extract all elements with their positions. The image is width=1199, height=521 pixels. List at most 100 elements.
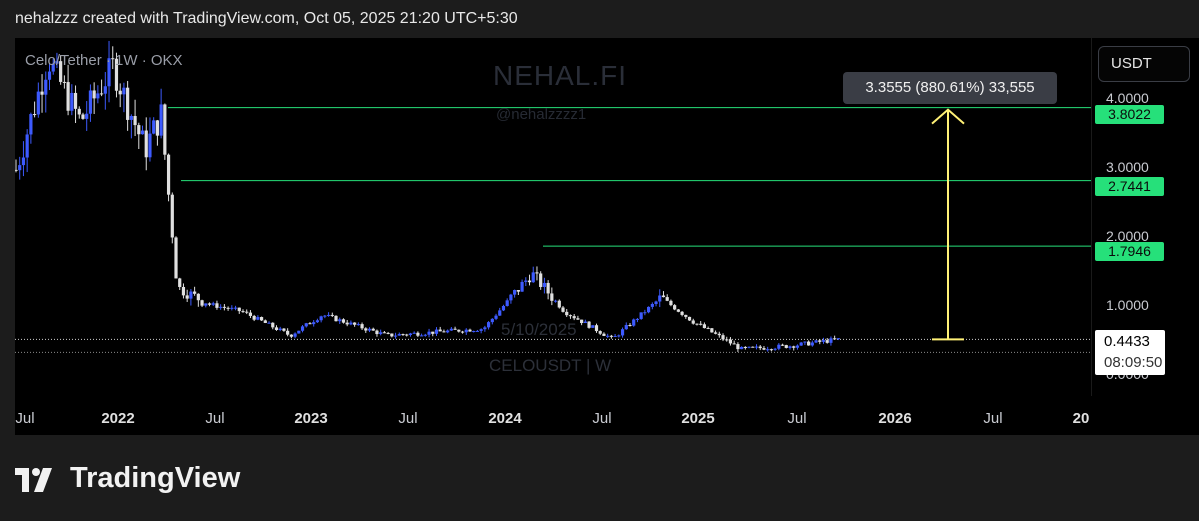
candle-body (594, 325, 599, 332)
candle-body (360, 324, 364, 329)
candle-body (751, 346, 755, 348)
candle-body (88, 90, 93, 114)
candle-body (118, 90, 122, 95)
credit-text: nehalzzz created with TradingView.com, O… (15, 10, 518, 27)
candle-body (825, 340, 829, 343)
candle-body (710, 328, 714, 333)
candle-body (315, 320, 320, 323)
candle-body (289, 334, 293, 337)
candle-body (721, 335, 725, 340)
x-tick-label: Jul (398, 410, 418, 427)
candle-body (434, 329, 439, 334)
candle-body (178, 278, 182, 287)
currency-unit-button[interactable]: USDT (1098, 46, 1190, 82)
candle-body (449, 328, 453, 331)
candle-body (513, 290, 517, 295)
candle-body (166, 154, 171, 195)
candle-body (472, 331, 476, 333)
candle-body (200, 300, 204, 306)
candle-body (784, 345, 788, 348)
candle-body (233, 307, 238, 309)
candle-body (334, 315, 338, 322)
candle-body (18, 165, 22, 171)
candle-body (646, 306, 651, 313)
candle-body (498, 310, 502, 316)
current-price-label: 0.4433 08:09:50 (1095, 330, 1165, 375)
candle-body (25, 134, 29, 158)
candle-body (561, 307, 565, 312)
candle-body (684, 314, 688, 317)
candle-body (312, 322, 316, 325)
candle-body (795, 345, 800, 348)
candle-body (300, 326, 305, 331)
x-tick-label: 2025 (681, 410, 715, 427)
candle-body (546, 282, 550, 294)
candle-body (706, 328, 710, 330)
candle-body (438, 329, 442, 332)
candle-body (699, 323, 703, 325)
time-axis[interactable]: Jul 2022 Jul 2023 Jul 2024 Jul 2025 Jul … (15, 396, 1199, 435)
x-tick-label: Jul (592, 410, 612, 427)
candle-body (527, 280, 532, 283)
candle-body (624, 325, 628, 330)
candle-body (442, 331, 446, 333)
candle-body (215, 303, 219, 308)
candle-body (107, 58, 111, 87)
candle-body (635, 318, 640, 320)
tradingview-logo-icon (15, 468, 52, 492)
candle-body (732, 343, 736, 345)
candle-body (59, 61, 63, 82)
candle-body (758, 346, 762, 349)
candle-body (393, 335, 398, 337)
candle-body (193, 291, 197, 294)
candle-body (140, 130, 145, 135)
candle-body (777, 344, 781, 349)
candle-body (769, 349, 773, 351)
candle-body (773, 348, 777, 350)
candle-body (650, 303, 654, 307)
candle-body (810, 342, 814, 346)
candle-body (535, 272, 539, 274)
candle-body (427, 331, 431, 335)
candle-body (159, 104, 163, 136)
candle-body (643, 312, 647, 314)
candle-body (725, 339, 729, 341)
top-bar: nehalzzz created with TradingView.com, O… (0, 0, 1199, 38)
candle-body (73, 92, 78, 109)
brand-name: TradingView (70, 462, 241, 494)
candle-body (297, 330, 301, 334)
candle-body (341, 319, 346, 323)
x-tick-label: Jul (205, 410, 225, 427)
chart-pane[interactable]: Celo/Tether · 1W · OKX NEHAL.FI @nehalzz… (15, 38, 1199, 435)
candle-body (807, 341, 811, 346)
x-tick-label: Jul (983, 410, 1003, 427)
candle-body (457, 329, 461, 332)
candle-body (483, 327, 487, 330)
candle-body (62, 81, 66, 83)
current-price-value: 0.4433 (1104, 333, 1150, 350)
candle-body (486, 322, 491, 328)
candle-body (557, 300, 561, 308)
watermark-title: NEHAL.FI (493, 60, 628, 91)
candle-body (676, 309, 680, 312)
candle-body (836, 338, 840, 340)
candle-body (788, 346, 792, 348)
watermark-handle: @nehalzzzz1 (496, 106, 587, 123)
price-chart[interactable] (15, 38, 1199, 435)
y-tick-label: 1.0000 (1106, 297, 1149, 313)
candle-body (85, 113, 89, 119)
candle-body (505, 300, 509, 306)
x-tick-label: 20 (1072, 410, 1090, 427)
watermark-date: 5/10/2025 (501, 320, 577, 339)
candle-body (431, 331, 435, 334)
candle-body (602, 333, 606, 336)
candle-body (245, 311, 249, 313)
candle-body (576, 318, 580, 320)
candle-body (829, 338, 833, 343)
candle-body (598, 331, 602, 334)
candle-body (405, 334, 409, 336)
candle-body (743, 346, 747, 348)
candle-body (591, 325, 595, 328)
x-tick-label: 2026 (878, 410, 912, 427)
candle-body (304, 323, 308, 327)
